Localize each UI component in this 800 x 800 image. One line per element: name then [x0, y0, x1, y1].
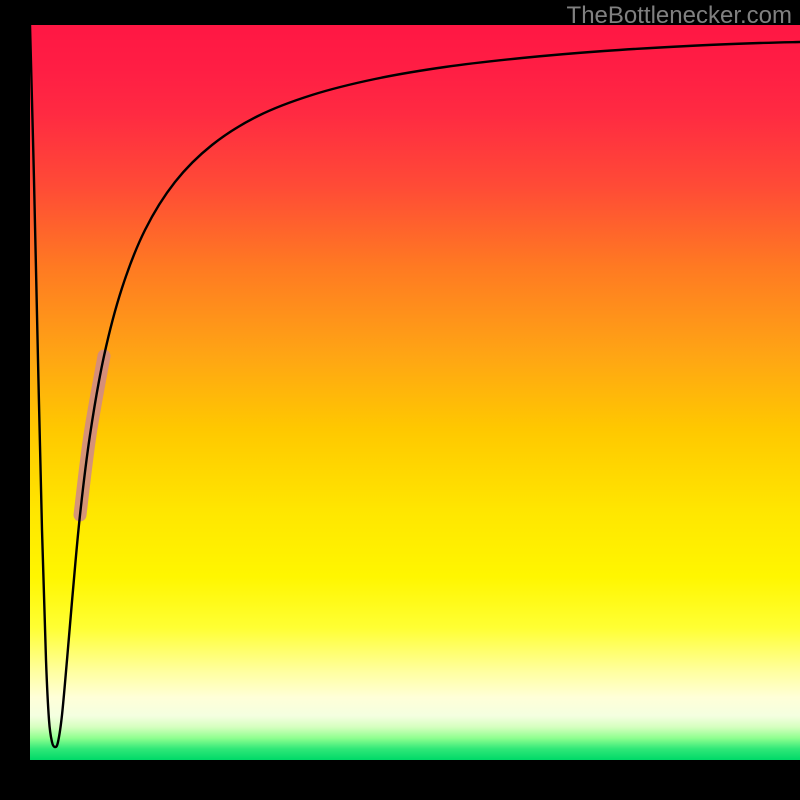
bottleneck-curve — [30, 25, 800, 747]
chart-container: TheBottlenecker.com — [0, 0, 800, 800]
curve-layer-svg — [0, 0, 800, 800]
attribution-link[interactable]: TheBottlenecker.com — [567, 2, 792, 30]
